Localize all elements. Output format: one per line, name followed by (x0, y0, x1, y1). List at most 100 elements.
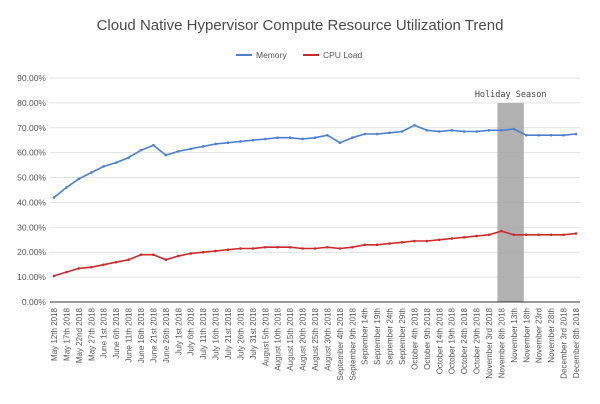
chart-title: Cloud Native Hypervisor Compute Resource… (97, 17, 504, 34)
data-point (301, 247, 304, 250)
x-tick-label: October 4th 2018 (410, 307, 419, 369)
data-point (226, 248, 230, 252)
x-tick-label: August 25th 2018 (311, 307, 320, 370)
data-point (201, 250, 205, 254)
data-point (350, 136, 354, 140)
data-point (251, 138, 255, 142)
x-tick-label: July 26th 2018 (236, 307, 245, 360)
x-tick-label: June 1st 2018 (100, 307, 109, 358)
legend-label: Memory (256, 50, 287, 60)
x-tick-label: May 17th 2018 (62, 307, 71, 360)
x-tick-label: November 3rd 2018 (485, 307, 494, 378)
data-point (65, 186, 68, 189)
data-point (574, 232, 578, 235)
data-point (500, 128, 503, 132)
data-point (524, 133, 528, 137)
data-point (288, 245, 292, 249)
y-tick-label: 30.00% (17, 222, 46, 232)
data-point (363, 243, 367, 247)
x-tick-label: September 9th 2018 (348, 307, 357, 380)
data-point (437, 130, 441, 133)
x-tick-label: May 12th 2018 (50, 307, 59, 360)
x-tick-label: August 20th 2018 (299, 307, 308, 370)
x-tick-label: October 24th 2018 (460, 307, 469, 374)
data-point (475, 234, 478, 238)
y-tick-label: 90.00% (17, 73, 46, 83)
data-point (537, 233, 541, 237)
data-point (114, 260, 118, 264)
y-tick-label: 50.00% (17, 173, 46, 183)
data-point (475, 130, 478, 133)
x-tick-label: August 10th 2018 (274, 307, 283, 370)
data-point (65, 270, 68, 274)
x-tick-label: December 3rd 2018 (560, 307, 569, 378)
x-tick-label: October 9th 2018 (423, 307, 432, 369)
data-point (313, 136, 317, 140)
x-tick-label: July 16th 2018 (212, 307, 221, 360)
data-point (425, 128, 429, 132)
data-point (288, 136, 292, 140)
data-point (450, 237, 454, 240)
data-point (549, 133, 553, 137)
data-point (251, 247, 255, 250)
data-point (400, 240, 404, 244)
data-point (462, 130, 466, 133)
data-point (239, 247, 242, 250)
y-tick-label: 20.00% (17, 247, 46, 257)
data-point (263, 137, 267, 141)
x-tick-label: June 21st 2018 (149, 307, 158, 362)
x-tick-label: October 19th 2018 (448, 307, 457, 374)
data-point (375, 243, 379, 247)
x-tick-label: November 28th (547, 308, 556, 363)
data-point (313, 247, 317, 250)
data-point (189, 252, 193, 255)
x-tick-label: August 5th 2018 (261, 307, 270, 366)
data-point (176, 150, 180, 153)
data-point (400, 130, 404, 133)
data-point (363, 132, 367, 136)
data-point (52, 196, 56, 199)
data-point (164, 258, 168, 261)
x-tick-label: December 8th 2018 (572, 307, 581, 378)
x-tick-label: November 23rd (535, 308, 544, 363)
data-point (338, 247, 342, 250)
data-point (114, 161, 118, 164)
data-point (413, 239, 416, 243)
data-point (350, 245, 354, 249)
data-point (338, 141, 342, 145)
data-point (388, 242, 391, 245)
data-point (500, 229, 503, 233)
data-point (127, 258, 130, 261)
data-point (413, 123, 416, 127)
x-tick-label: August 15th 2018 (286, 307, 295, 370)
legend-label: CPU Load (323, 50, 362, 60)
data-point (562, 133, 565, 137)
data-point (263, 245, 267, 249)
x-tick-label: October 14th 2018 (435, 307, 444, 374)
data-point (537, 133, 541, 137)
x-tick-label: November 18th (522, 308, 531, 363)
data-point (226, 141, 230, 145)
data-point (89, 171, 93, 174)
x-tick-label: August 30th 2018 (323, 307, 332, 370)
x-tick-label: November 8th 2018 (497, 307, 506, 378)
x-tick-label: September 29th (398, 308, 407, 365)
x-tick-label: May 27th 2018 (87, 307, 96, 360)
data-point (487, 128, 491, 132)
data-point (512, 233, 516, 237)
x-tick-label: July 11th 2018 (199, 307, 208, 359)
data-point (102, 263, 106, 266)
data-point (388, 131, 391, 135)
data-point (77, 267, 81, 270)
y-tick-label: 60.00% (17, 148, 46, 158)
x-tick-label: July 1st 2018 (174, 307, 183, 355)
x-tick-label: November 13th (510, 308, 519, 363)
data-point (52, 274, 56, 278)
y-tick-label: 0.00% (22, 297, 47, 307)
x-tick-label: June 11th 2018 (125, 307, 134, 362)
data-point (127, 156, 130, 159)
x-tick-label: July 21st 2018 (224, 307, 233, 359)
data-point (176, 254, 180, 258)
x-tick-label: September 19th (373, 308, 382, 365)
